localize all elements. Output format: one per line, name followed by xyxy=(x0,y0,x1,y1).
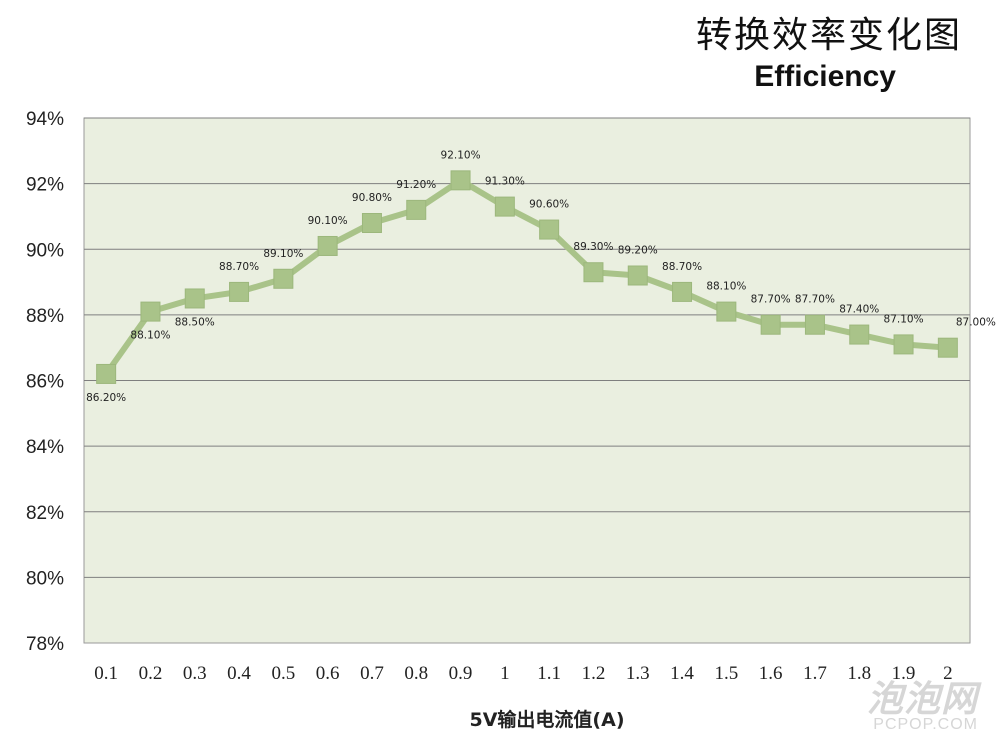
data-point-marker xyxy=(937,337,958,358)
data-label: 89.30% xyxy=(573,241,613,253)
y-tick-label: 86% xyxy=(26,372,64,393)
x-tick-label: 0.1 xyxy=(94,663,118,684)
x-tick-label: 1.1 xyxy=(537,663,561,684)
data-label: 89.10% xyxy=(263,248,303,260)
x-tick-label: 0.5 xyxy=(271,663,295,684)
data-label: 90.60% xyxy=(529,199,569,211)
chart-title: 转换效率变化图 xyxy=(695,15,962,56)
y-tick-label: 90% xyxy=(26,240,64,261)
data-point-marker xyxy=(406,199,427,220)
data-label: 91.20% xyxy=(396,179,436,191)
data-point-marker xyxy=(849,324,870,345)
data-label: 88.10% xyxy=(130,330,170,342)
x-tick-label: 0.9 xyxy=(449,663,473,684)
chart-subtitle: Efficiency xyxy=(754,60,896,93)
data-point-marker xyxy=(184,288,205,309)
y-tick-label: 88% xyxy=(26,306,64,327)
data-point-marker xyxy=(672,281,693,302)
watermark-url: PCPOP.COM xyxy=(873,716,978,733)
x-tick-label: 1.8 xyxy=(847,663,871,684)
x-axis-label: 5V输出电流值(A) xyxy=(470,708,625,731)
data-label: 88.70% xyxy=(219,261,259,273)
watermark-logo-text: 泡泡网 xyxy=(866,678,978,720)
x-tick-label: 1.5 xyxy=(714,663,738,684)
data-point-marker xyxy=(583,262,604,283)
x-tick-label: 0.8 xyxy=(404,663,428,684)
data-point-marker xyxy=(229,281,250,302)
data-point-marker xyxy=(140,301,161,322)
data-point-marker xyxy=(804,314,825,335)
x-tick-label: 1 xyxy=(500,663,510,684)
y-tick-label: 78% xyxy=(26,634,64,655)
data-label: 90.10% xyxy=(308,215,348,227)
x-tick-label: 1.3 xyxy=(626,663,650,684)
x-tick-label: 0.2 xyxy=(139,663,163,684)
x-tick-label: 1.2 xyxy=(582,663,606,684)
data-point-marker xyxy=(716,301,737,322)
x-tick-label: 0.7 xyxy=(360,663,384,684)
data-point-marker xyxy=(96,363,117,384)
y-tick-label: 82% xyxy=(26,503,64,524)
data-point-marker xyxy=(627,265,648,286)
data-point-marker xyxy=(317,235,338,256)
data-label: 90.80% xyxy=(352,192,392,204)
data-label: 87.00% xyxy=(956,317,996,329)
data-label: 87.40% xyxy=(839,304,879,316)
x-tick-label: 1.6 xyxy=(759,663,783,684)
data-point-marker xyxy=(539,219,560,240)
data-label: 89.20% xyxy=(618,245,658,257)
data-label: 92.10% xyxy=(441,149,481,161)
data-label: 86.20% xyxy=(86,392,126,404)
x-tick-label: 0.3 xyxy=(183,663,207,684)
y-tick-label: 84% xyxy=(26,437,64,458)
data-label: 87.10% xyxy=(884,313,924,325)
x-tick-label: 1.4 xyxy=(670,663,694,684)
y-tick-label: 92% xyxy=(26,175,64,196)
watermark: 泡泡网 PCPOP.COM xyxy=(867,670,978,734)
data-point-marker xyxy=(760,314,781,335)
x-tick-label: 0.6 xyxy=(316,663,340,684)
data-point-marker xyxy=(273,268,294,289)
data-label: 88.50% xyxy=(175,316,215,328)
y-tick-label: 80% xyxy=(26,568,64,589)
x-tick-label: 2 xyxy=(943,663,953,684)
x-tick-label: 1.7 xyxy=(803,663,827,684)
data-point-marker xyxy=(361,213,382,233)
data-label: 87.70% xyxy=(795,294,835,306)
data-label: 88.70% xyxy=(662,261,702,273)
data-label: 87.70% xyxy=(751,294,791,306)
data-point-marker xyxy=(494,196,515,217)
data-point-marker xyxy=(450,170,471,191)
x-tick-label: 1.9 xyxy=(892,663,916,684)
data-label: 88.10% xyxy=(706,281,746,293)
data-point-marker xyxy=(893,334,914,355)
data-label: 91.30% xyxy=(485,176,525,188)
x-tick-label: 0.4 xyxy=(227,663,251,684)
y-tick-label: 94% xyxy=(26,109,64,130)
